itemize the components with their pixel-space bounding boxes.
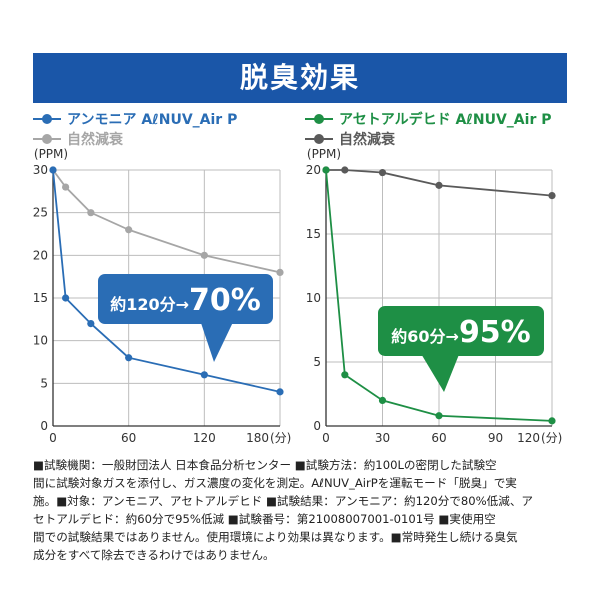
y-axis-label: (PPM) [307, 147, 341, 161]
y-tick-label: 15 [306, 227, 321, 241]
data-point [125, 354, 133, 362]
y-tick-label: 0 [40, 419, 48, 433]
note-line: 間に試験対象ガスを添付し、ガス濃度の変化を測定。AℓNUV_AirPを運転モード… [33, 476, 517, 490]
data-point [62, 183, 70, 191]
data-point [125, 226, 133, 234]
x-tick-label: 90 [488, 431, 503, 445]
data-point [378, 396, 387, 404]
legend-label: 自然減衰 [339, 132, 395, 148]
data-point [49, 166, 57, 174]
y-tick-label: 25 [33, 206, 48, 220]
y-tick-label: 10 [306, 291, 321, 305]
x-tick-label: 0 [49, 431, 57, 445]
y-tick-label: 30 [33, 163, 48, 177]
legend-line-icon [305, 130, 333, 148]
y-tick-label: 5 [313, 355, 321, 369]
legend-label: 自然減衰 [67, 132, 123, 148]
y-tick-label: 5 [40, 376, 48, 390]
legend-item-ammonia: アンモニア AℓNUV_Air P [33, 110, 237, 128]
callout-pointer [420, 352, 460, 392]
note-line: 間での試験結果ではありません。使用環境により効果は異なります。■常時発生し続ける… [33, 530, 518, 544]
data-point [276, 268, 284, 276]
x-tick-label: 60 [431, 431, 446, 445]
y-axis-label: (PPM) [34, 147, 68, 161]
note-line: 成分をすべて除去できるわけではありません。 [33, 548, 275, 562]
page-title: 脱臭効果 [33, 53, 567, 103]
legend-label: アセトアルデヒド AℓNUV_Air P [339, 112, 552, 128]
note-line: 施。■対象：アンモニア、アセトアルデヒド ■試験結果：アンモニア：約120分で8… [33, 494, 534, 508]
data-point [548, 192, 556, 200]
note-line: ■試験機関：一般財団法人 日本食品分析センター ■試験方法：約100Lの密閉した… [33, 458, 497, 472]
legend-line-icon [33, 130, 61, 148]
legend-item-natural-decay: 自然減衰 [305, 130, 395, 148]
legend-line-icon [305, 110, 333, 128]
data-point [548, 417, 556, 425]
x-tick-label: 30 [375, 431, 390, 445]
test-conditions-note: ■試験機関：一般財団法人 日本食品分析センター ■試験方法：約100Lの密閉した… [33, 456, 567, 564]
callout-text: 約60分→95% [391, 315, 531, 350]
y-tick-label: 20 [33, 248, 48, 262]
series-line [52, 169, 281, 274]
x-axis-label: (分) [270, 431, 291, 445]
y-tick-label: 10 [33, 334, 48, 348]
data-point [200, 371, 208, 379]
legend-item-natural-decay: 自然減衰 [33, 130, 123, 148]
y-tick-label: 15 [33, 291, 48, 305]
data-point [341, 371, 349, 379]
data-point [200, 251, 208, 259]
series-line [52, 169, 281, 393]
data-point [341, 166, 349, 174]
legend-item-acetaldehyde: アセトアルデヒド AℓNUV_Air P [305, 110, 552, 128]
x-tick-label: 0 [322, 431, 330, 445]
data-point [87, 209, 95, 217]
data-point [62, 294, 70, 302]
x-tick-label: 180 [246, 431, 269, 445]
data-point [276, 388, 284, 396]
callout-box [98, 274, 273, 324]
data-point [378, 168, 387, 177]
x-axis-label: (分) [541, 431, 562, 445]
legend-line-icon [33, 110, 61, 128]
note-line: セトアルデヒド：約60分で95%低減 ■試験番号：第21008007001-01… [33, 512, 496, 526]
x-tick-label: 120 [517, 431, 540, 445]
x-tick-label: 120 [193, 431, 216, 445]
data-point [322, 166, 330, 174]
data-point [435, 181, 443, 189]
callout-text: 約120分→70% [110, 283, 261, 318]
data-point [87, 320, 95, 328]
x-tick-label: 60 [121, 431, 136, 445]
callout-box [378, 306, 544, 356]
data-point [435, 412, 443, 420]
callout-pointer [200, 320, 234, 362]
legend-label: アンモニア AℓNUV_Air P [67, 112, 238, 128]
y-tick-label: 20 [306, 163, 321, 177]
y-tick-label: 0 [313, 419, 321, 433]
